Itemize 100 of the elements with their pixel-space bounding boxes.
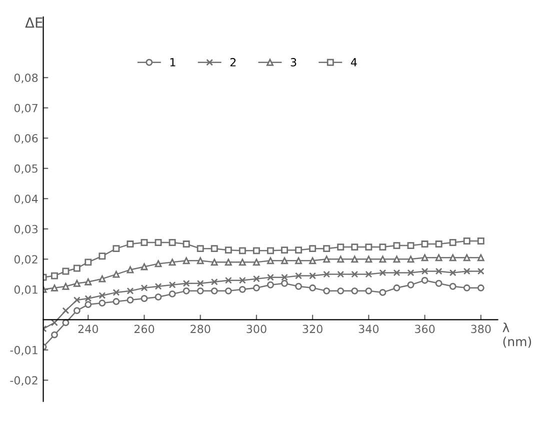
point xyxy=(224,276,232,284)
point xyxy=(309,272,316,280)
point xyxy=(73,280,80,287)
point xyxy=(351,256,358,263)
point xyxy=(210,258,218,266)
point xyxy=(73,264,80,272)
point xyxy=(62,282,70,290)
y-tick-label: 0,07 xyxy=(14,104,38,114)
point xyxy=(281,274,288,281)
y-tick-label: 0,08 xyxy=(14,74,38,84)
legend-label: 1 xyxy=(170,58,176,66)
point xyxy=(112,245,120,252)
x-tick-label: 360 xyxy=(415,324,435,334)
point xyxy=(224,246,232,254)
point xyxy=(267,257,274,264)
point xyxy=(281,257,288,264)
point xyxy=(337,287,344,294)
point xyxy=(393,256,400,263)
point xyxy=(463,268,470,275)
point xyxy=(84,295,92,302)
point xyxy=(407,242,414,250)
y-tick-label: 0,01 xyxy=(14,285,38,295)
point xyxy=(182,257,190,264)
point xyxy=(140,263,148,270)
point xyxy=(98,292,106,299)
point xyxy=(295,272,302,280)
point xyxy=(210,245,218,252)
point xyxy=(238,258,246,266)
point xyxy=(323,245,330,252)
point xyxy=(140,284,148,292)
x-tick-label: 340 xyxy=(358,324,379,334)
point xyxy=(267,281,274,288)
x-tick-label: 320 xyxy=(302,324,322,334)
point xyxy=(463,254,470,262)
point xyxy=(196,280,204,287)
legend-label: 2 xyxy=(230,58,236,66)
point xyxy=(379,244,386,251)
point xyxy=(98,275,106,282)
point xyxy=(210,278,218,286)
point xyxy=(253,275,260,282)
x-axis-title: λ (nm) xyxy=(502,322,532,348)
point xyxy=(393,284,400,292)
point xyxy=(351,244,358,251)
point xyxy=(267,247,274,254)
point xyxy=(253,247,260,254)
point xyxy=(407,269,414,276)
point xyxy=(112,298,120,305)
point xyxy=(323,270,330,278)
point xyxy=(73,307,80,314)
y-tick-label: 0,04 xyxy=(14,194,38,204)
point xyxy=(365,287,372,294)
point xyxy=(281,280,288,287)
point xyxy=(238,247,246,254)
point xyxy=(435,254,442,262)
point xyxy=(84,301,92,308)
point xyxy=(196,245,204,252)
y-axis-title: ΔE xyxy=(25,18,42,28)
point xyxy=(323,287,330,294)
point xyxy=(267,274,274,281)
point xyxy=(393,242,400,250)
point xyxy=(126,240,134,248)
point xyxy=(140,295,148,302)
point xyxy=(182,280,190,287)
x-tick-label: 280 xyxy=(190,324,210,334)
point xyxy=(238,286,246,293)
point xyxy=(62,307,70,314)
legend-label: 3 xyxy=(290,58,296,66)
point xyxy=(449,269,456,276)
point xyxy=(365,256,372,263)
point xyxy=(126,287,134,294)
point xyxy=(449,239,456,246)
y-tick-label: -0,02 xyxy=(10,376,38,386)
y-tick-label: 0,02 xyxy=(14,255,38,265)
point xyxy=(98,252,106,260)
point xyxy=(337,256,344,263)
point xyxy=(309,284,316,292)
point xyxy=(62,268,70,275)
point xyxy=(295,257,302,264)
point xyxy=(351,270,358,278)
point xyxy=(126,296,134,304)
x-tick-label: 380 xyxy=(471,324,491,334)
point xyxy=(281,246,288,254)
point xyxy=(126,266,134,274)
point xyxy=(154,239,162,246)
point xyxy=(449,254,456,262)
point xyxy=(224,258,232,266)
point xyxy=(295,282,302,290)
point xyxy=(477,284,484,292)
point xyxy=(477,238,484,244)
point xyxy=(51,331,58,338)
point xyxy=(51,272,58,280)
x-tick-label: 240 xyxy=(78,324,98,334)
point xyxy=(477,254,484,262)
point xyxy=(98,300,106,307)
point xyxy=(337,244,344,251)
point xyxy=(323,256,330,263)
y-tick-label: 0,05 xyxy=(14,164,38,174)
point xyxy=(449,282,456,290)
point xyxy=(73,296,80,304)
point xyxy=(140,239,148,246)
